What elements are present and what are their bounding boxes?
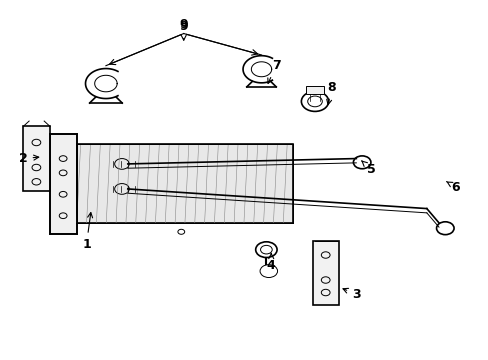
- Text: 9: 9: [179, 20, 188, 40]
- Text: 6: 6: [446, 181, 459, 194]
- Text: 1: 1: [82, 212, 92, 251]
- FancyBboxPatch shape: [312, 241, 339, 305]
- Text: 3: 3: [342, 288, 360, 301]
- Text: 9: 9: [179, 18, 188, 31]
- FancyBboxPatch shape: [50, 134, 77, 234]
- Text: 5: 5: [361, 161, 374, 176]
- Bar: [77, 144, 292, 223]
- FancyBboxPatch shape: [23, 126, 50, 191]
- Text: 4: 4: [266, 253, 275, 272]
- Bar: [305, 86, 323, 94]
- Text: 8: 8: [326, 81, 336, 105]
- Text: 7: 7: [267, 59, 280, 84]
- Text: 2: 2: [19, 152, 39, 165]
